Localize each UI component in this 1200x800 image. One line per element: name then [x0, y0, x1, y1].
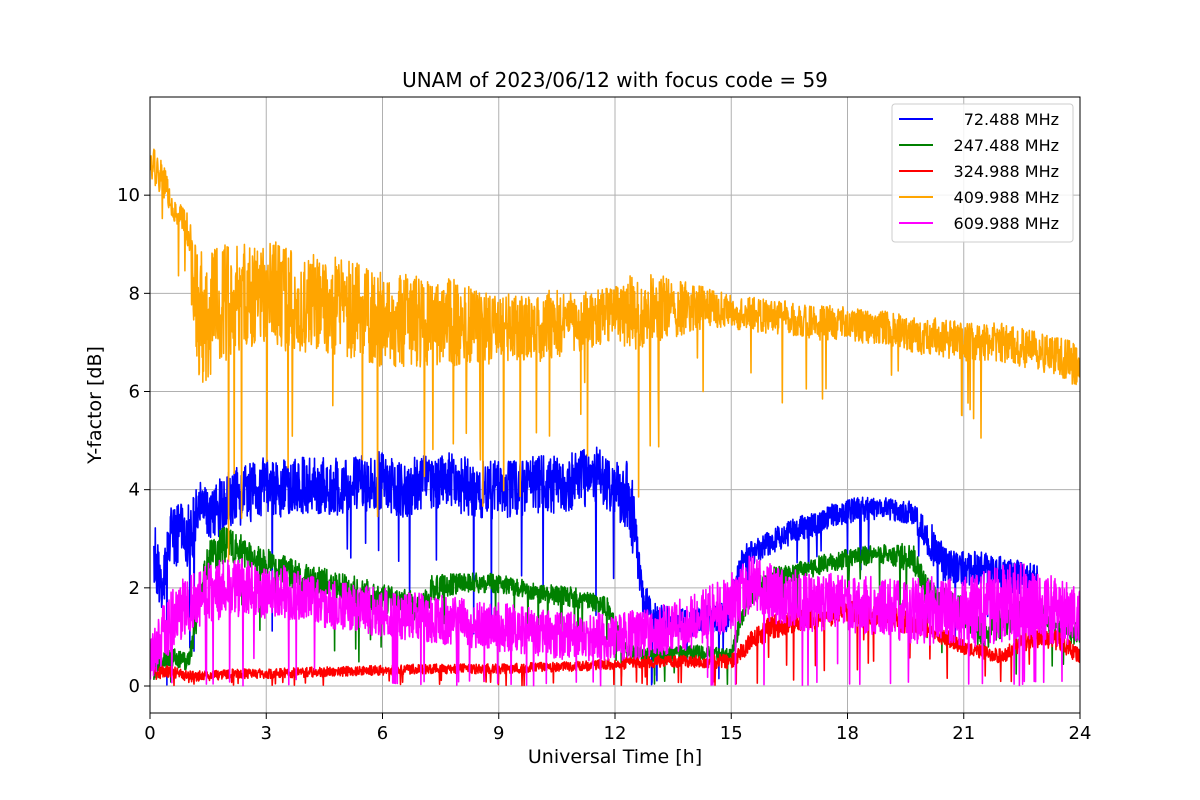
- legend-label: 409.988 MHz: [954, 188, 1059, 207]
- x-tick-label: 21: [952, 723, 975, 744]
- legend-box: [891, 103, 1074, 243]
- x-tick-label: 3: [261, 723, 272, 744]
- y-tick-label: 6: [129, 382, 140, 403]
- legend-label: 72.488 MHz: [964, 110, 1059, 129]
- y-tick-label: 0: [129, 676, 140, 697]
- x-axis-title: Universal Time [h]: [528, 746, 702, 768]
- legend-label: 324.988 MHz: [954, 162, 1059, 181]
- series-line: [150, 148, 1080, 563]
- legend: 72.488 MHz 247.488 MHz 324.988 MHz 409.988 …: [891, 103, 1074, 243]
- y-tick-label: 8: [129, 283, 140, 304]
- x-tick-label: 6: [377, 723, 388, 744]
- x-tick-label: 15: [720, 723, 743, 744]
- x-tick-label: 0: [144, 723, 155, 744]
- x-tick-label: 18: [836, 723, 859, 744]
- legend-label: 609.988 MHz: [954, 214, 1059, 233]
- legend-label: 247.488 MHz: [954, 136, 1059, 155]
- y-axis: 0 2 4 6 8 10: [117, 185, 150, 697]
- x-tick-label: 12: [604, 723, 627, 744]
- y-tick-label: 4: [129, 480, 140, 501]
- y-axis-title: Y-factor [dB]: [84, 346, 106, 465]
- x-tick-label: 24: [1069, 723, 1092, 744]
- series-group: [150, 148, 1080, 687]
- chart-title: UNAM of 2023/06/12 with focus code = 59: [402, 68, 828, 92]
- series-line: [150, 555, 1080, 687]
- x-axis: 0 3 6 9 12 15 18 21 24: [144, 713, 1091, 744]
- x-tick-label: 9: [493, 723, 504, 744]
- y-tick-label: 2: [129, 578, 140, 599]
- series-line: [153, 446, 1039, 686]
- y-tick-label: 10: [117, 185, 140, 206]
